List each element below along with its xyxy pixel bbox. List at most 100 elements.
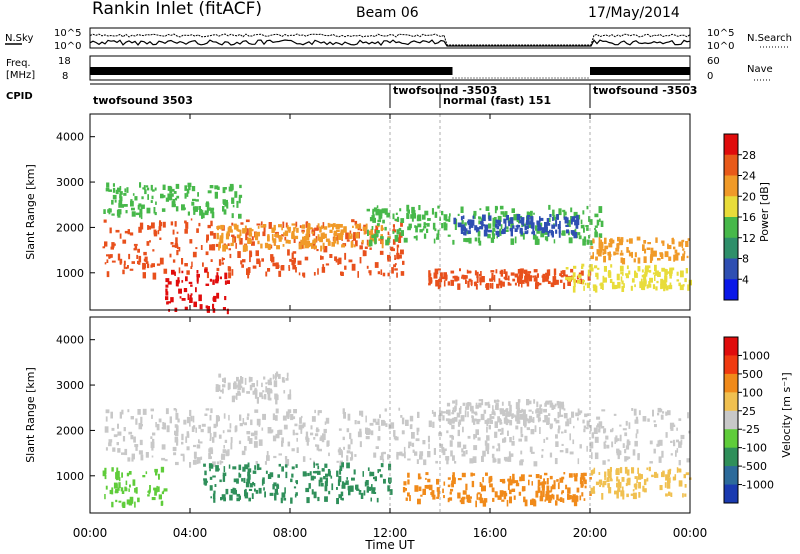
data-cell <box>339 465 343 471</box>
data-cell <box>165 197 169 202</box>
data-cell <box>519 417 524 420</box>
data-cell <box>478 399 483 402</box>
data-cell <box>589 425 592 432</box>
data-cell <box>163 268 168 274</box>
data-cell <box>305 431 309 437</box>
data-cell <box>326 440 330 446</box>
data-cell <box>477 437 481 441</box>
data-cell <box>484 402 488 406</box>
data-cell <box>237 390 241 393</box>
data-cell <box>131 207 135 211</box>
data-cell <box>403 481 407 486</box>
data-cell <box>387 485 390 492</box>
data-cell <box>638 482 641 489</box>
data-cell <box>489 283 492 288</box>
data-cell <box>454 405 457 409</box>
data-cell <box>515 482 520 487</box>
data-cell <box>543 408 547 413</box>
data-cell <box>510 229 513 237</box>
data-cell <box>515 402 520 409</box>
data-cell <box>277 430 280 435</box>
data-cell <box>673 254 676 262</box>
data-cell <box>567 487 571 494</box>
data-cell <box>261 427 264 431</box>
data-cell <box>489 278 493 282</box>
data-cell <box>146 207 151 214</box>
data-cell <box>469 496 472 499</box>
data-cell <box>442 488 444 494</box>
data-cell <box>425 477 427 480</box>
data-cell <box>628 252 633 257</box>
data-cell <box>644 248 647 254</box>
data-cell <box>124 188 127 193</box>
data-cell <box>619 467 623 474</box>
data-cell <box>583 498 586 501</box>
data-cell <box>384 408 387 412</box>
data-cell <box>323 476 326 480</box>
data-cell <box>285 459 290 466</box>
data-cell <box>505 418 509 426</box>
data-cell <box>608 242 613 248</box>
colorbar-tick-label: -25 <box>742 423 760 436</box>
time-axis: 00:00 04:00 08:00 12:00 16:00 20:00 00:00 <box>73 114 707 540</box>
data-cell <box>626 441 631 446</box>
data-cell <box>247 471 250 477</box>
data-cell <box>225 244 228 250</box>
data-cell <box>622 493 625 500</box>
data-cell <box>140 204 145 209</box>
data-cell <box>533 277 537 282</box>
data-cell <box>493 274 496 282</box>
data-cell <box>302 243 305 247</box>
data-cell <box>153 207 156 214</box>
data-cell <box>620 272 623 275</box>
data-cell <box>253 441 258 448</box>
data-cell <box>683 251 686 255</box>
data-cell <box>317 234 320 241</box>
data-cell <box>457 478 462 481</box>
data-cell <box>178 247 181 252</box>
data-cell <box>295 464 298 468</box>
data-cell <box>150 436 153 439</box>
data-cell <box>119 191 123 195</box>
data-cell <box>573 499 578 507</box>
data-cell <box>676 279 680 282</box>
data-cell <box>556 479 559 482</box>
data-cell <box>603 255 606 263</box>
data-cell <box>592 252 594 259</box>
data-cell <box>250 419 253 426</box>
data-cell <box>507 430 509 436</box>
data-cell <box>475 284 478 290</box>
data-cell <box>499 479 503 482</box>
data-cell <box>507 484 510 491</box>
data-cell <box>355 485 358 490</box>
data-cell <box>634 440 638 447</box>
data-cell <box>555 420 558 424</box>
data-cell <box>247 413 250 417</box>
data-cell <box>541 454 544 458</box>
data-cell <box>123 264 126 269</box>
data-cell <box>667 472 671 478</box>
data-cell <box>544 236 549 241</box>
data-cell <box>324 481 328 487</box>
data-cell <box>207 426 211 434</box>
data-cell <box>631 408 634 411</box>
data-cell <box>479 493 482 501</box>
data-cell <box>277 474 280 478</box>
data-cell <box>159 257 164 265</box>
data-cell <box>439 410 443 417</box>
data-cell <box>471 415 473 418</box>
data-cell <box>634 483 638 490</box>
data-cell <box>339 450 343 455</box>
data-cell <box>144 263 147 268</box>
data-cell <box>638 474 642 478</box>
data-cell <box>432 421 435 428</box>
data-cell <box>524 435 528 442</box>
data-cell <box>276 232 279 238</box>
data-cell <box>607 252 610 256</box>
data-cell <box>514 273 519 278</box>
data-cell <box>404 488 407 491</box>
data-cell <box>530 418 535 423</box>
data-cell <box>583 227 585 233</box>
data-cell <box>140 454 144 461</box>
data-cell <box>371 488 376 494</box>
